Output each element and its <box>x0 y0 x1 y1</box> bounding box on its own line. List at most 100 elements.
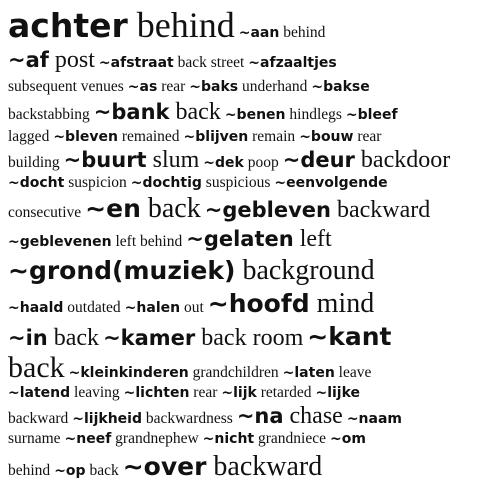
gloss: suspicious <box>205 174 271 191</box>
gloss: slum <box>152 147 200 173</box>
entry-term: ~dochtig suspicious <box>131 174 271 191</box>
entry-term: ~geblevenen left behind <box>8 233 182 250</box>
headword: ~buurt <box>63 148 147 172</box>
gloss: underhand <box>242 78 308 95</box>
entry-line: consecutive ~en back ~gebleven backward <box>8 194 494 224</box>
headword: ~hoofd <box>207 289 310 318</box>
headword: ~neef <box>64 431 112 447</box>
entry-term: ~bleven remained <box>53 128 179 145</box>
entry-line: ~docht suspicion ~dochtig suspicious ~ee… <box>8 172 494 194</box>
entry-term: ~laten leave <box>283 364 372 381</box>
entry-term: ~lijkheid backwardness <box>72 410 233 427</box>
entry-term: back <box>8 351 65 384</box>
gloss: back <box>8 351 65 384</box>
entry-term: ~grond(muziek) background <box>8 255 375 286</box>
entry-term: ~gelaten left <box>186 226 331 252</box>
entry-term: achter behind <box>8 5 235 45</box>
gloss: back <box>53 325 100 351</box>
gloss: building <box>8 154 60 171</box>
entry-line: backstabbing ~bank back ~benen hindlegs … <box>8 98 494 126</box>
entry-term: ~op back <box>54 462 119 479</box>
headword: ~halen <box>124 300 181 316</box>
headword: ~as <box>127 79 158 95</box>
entry-term: ~latend leaving <box>8 384 120 401</box>
entry-term: ~dek poop <box>203 154 278 171</box>
gloss: chase <box>289 403 343 429</box>
headword: achter <box>8 6 128 45</box>
gloss: suspicion <box>68 174 127 191</box>
gloss: rear <box>161 78 186 95</box>
entry-term: ~neef grandnephew <box>65 430 199 447</box>
headword: ~kant <box>307 322 392 351</box>
entry-term: ~af post <box>8 47 95 73</box>
entry-line: ~latend leaving ~lichten rear ~lijk reta… <box>8 382 494 404</box>
gloss: leaving <box>74 384 120 401</box>
entry-line: building ~buurt slum ~dek poop ~deur bac… <box>8 148 494 172</box>
gloss: back room <box>201 325 304 351</box>
entry-line: subsequent venues ~as rear ~baks underha… <box>8 75 494 98</box>
headword: ~op <box>54 463 86 479</box>
gloss: grandniece <box>258 430 327 447</box>
entry-term: ~lichten rear <box>124 384 218 401</box>
headword: ~laten <box>282 365 335 381</box>
entry-term: ~halen out <box>125 299 204 316</box>
headword: ~afzaaltjes <box>248 55 337 71</box>
entry-term: ~afstraat back street <box>99 54 244 71</box>
gloss: poop <box>247 154 279 171</box>
entry-term: behind <box>8 462 50 479</box>
entry-line: back ~kleinkinderen grandchildren ~laten… <box>8 351 494 384</box>
entry-term: backstabbing <box>8 106 90 123</box>
entry-term: ~buurt slum <box>64 147 200 173</box>
headword: ~deur <box>282 148 355 172</box>
entry-term: consecutive <box>8 204 81 221</box>
headword: ~lijkheid <box>72 411 142 427</box>
gloss: remain <box>252 128 296 145</box>
gloss: backward <box>8 410 69 427</box>
entry-line: ~grond(muziek) background <box>8 254 494 288</box>
gloss: back <box>89 462 119 479</box>
entry-term: ~kleinkinderen grandchildren <box>69 364 279 381</box>
headword: ~grond(muziek) <box>8 256 236 285</box>
entry-term: ~aan behind <box>239 24 326 41</box>
headword: ~lijke <box>315 385 361 401</box>
entry-term: ~bouw rear <box>299 128 381 145</box>
headword: ~kleinkinderen <box>68 365 189 381</box>
entry-term: ~hoofd mind <box>208 288 374 319</box>
headword: ~af <box>8 48 49 72</box>
gloss: grandnephew <box>115 430 199 447</box>
gloss: mind <box>316 288 375 319</box>
entry-term: ~deur backdoor <box>283 147 450 173</box>
entry-line: surname ~neef grandnephew ~nicht grandni… <box>8 428 494 450</box>
entry-term: ~lijk retarded <box>221 384 311 401</box>
gloss: backstabbing <box>8 106 90 123</box>
headword: ~latend <box>8 385 71 401</box>
entry-term: ~gebleven backward <box>205 197 431 223</box>
headword: ~in <box>8 326 48 350</box>
entry-term: ~eenvolgende <box>274 174 387 191</box>
headword: ~geblevenen <box>8 234 112 250</box>
entry-term: ~as rear <box>128 78 185 95</box>
gloss: left <box>299 226 332 252</box>
headword: ~benen <box>224 107 286 123</box>
headword: ~na <box>236 404 284 428</box>
gloss: back <box>175 99 221 125</box>
entry-term: ~baks underhand <box>189 78 307 95</box>
headword: ~eenvolgende <box>274 175 388 191</box>
headword: ~dochtig <box>130 175 202 191</box>
headword: ~dek <box>203 155 244 171</box>
gloss: backwardness <box>145 410 233 427</box>
entry-line: achter behind ~aan behind <box>8 4 494 46</box>
headword: ~naam <box>346 411 403 427</box>
gloss: backward <box>336 197 431 223</box>
entry-term: ~na chase <box>237 403 343 429</box>
entry-term: ~bakse <box>311 78 369 95</box>
headword: ~bank <box>93 100 170 124</box>
entry-term: ~benen hindlegs <box>225 106 342 123</box>
headword: ~gelaten <box>186 227 294 251</box>
entry-line: lagged ~bleven remained ~blijven remain … <box>8 126 494 148</box>
entry-term: lagged <box>8 128 49 145</box>
entry-term: ~afzaaltjes <box>248 54 336 71</box>
headword: ~afstraat <box>98 55 174 71</box>
gloss: outdated <box>67 299 121 316</box>
headword: ~bouw <box>299 129 354 145</box>
